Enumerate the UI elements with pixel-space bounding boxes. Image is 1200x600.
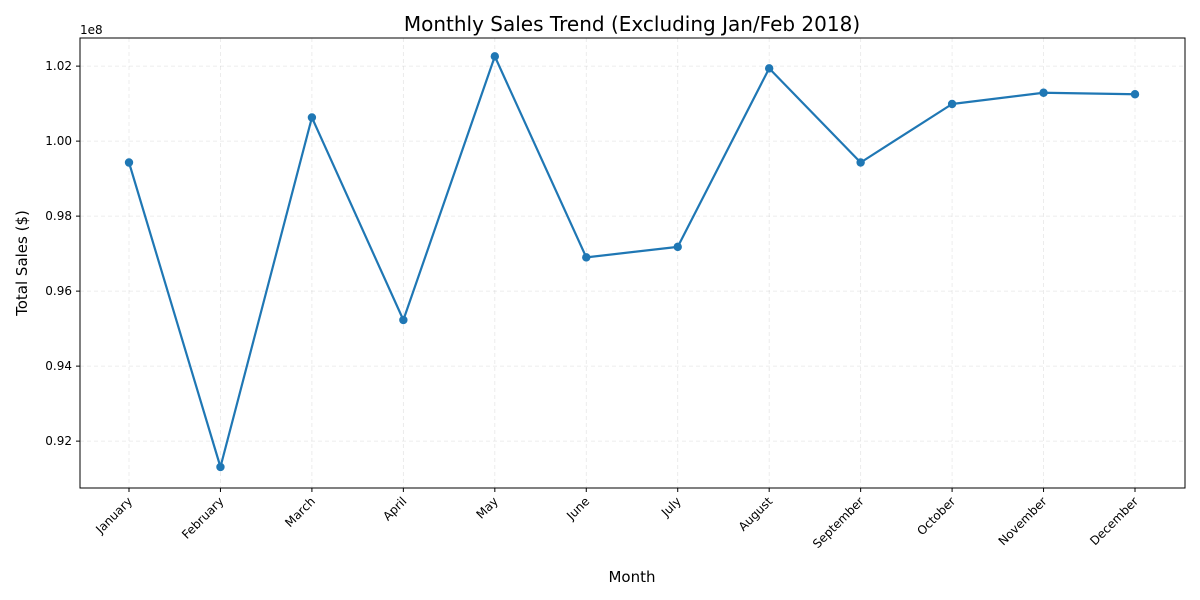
data-point-marker bbox=[124, 158, 134, 167]
x-tick-label: May bbox=[473, 494, 500, 521]
y-tick-label: 0.92 bbox=[45, 434, 72, 448]
x-tick-label: June bbox=[563, 494, 592, 523]
chart-title: Monthly Sales Trend (Excluding Jan/Feb 2… bbox=[404, 12, 860, 36]
y-tick-label: 1.02 bbox=[45, 59, 72, 73]
data-point-marker bbox=[673, 242, 682, 252]
data-point-marker bbox=[1130, 90, 1140, 99]
x-tick-label: November bbox=[996, 494, 1050, 548]
plot-area-frame bbox=[79, 37, 1186, 489]
y-axis-ticks: 0.92 0.94 0.96 0.98 1.00 1.02 bbox=[45, 59, 80, 448]
x-axis-ticks: January February March April May June July Augu… bbox=[92, 488, 1141, 551]
x-tick-label: April bbox=[380, 494, 409, 523]
series-group bbox=[124, 52, 1140, 472]
x-tick-label: December bbox=[1087, 494, 1141, 548]
data-point-marker bbox=[764, 64, 774, 73]
y-axis-offset-label: 1e8 bbox=[80, 23, 103, 37]
x-tick-label: February bbox=[179, 494, 227, 542]
y-tick-label: 0.96 bbox=[45, 284, 72, 298]
x-tick-label: July bbox=[658, 494, 684, 520]
x-tick-label: October bbox=[914, 494, 958, 538]
x-tick-label: March bbox=[282, 494, 318, 530]
data-point-marker bbox=[582, 253, 591, 262]
x-axis-label: Month bbox=[608, 568, 655, 586]
x-tick-label: January bbox=[92, 494, 135, 537]
data-point-marker bbox=[399, 315, 408, 325]
data-point-marker bbox=[490, 52, 500, 61]
x-tick-label: September bbox=[810, 494, 867, 551]
data-point-marker bbox=[1039, 88, 1048, 97]
grid-lines bbox=[80, 38, 1185, 488]
data-point-marker bbox=[216, 462, 225, 472]
y-axis-label: Total Sales ($) bbox=[13, 210, 31, 317]
data-point-marker bbox=[307, 113, 317, 122]
y-tick-label: 0.94 bbox=[45, 359, 72, 373]
y-tick-label: 1.00 bbox=[45, 134, 72, 148]
x-tick-label: August bbox=[736, 494, 776, 534]
y-tick-label: 0.98 bbox=[45, 209, 72, 223]
series-line bbox=[127, 55, 1136, 469]
data-point-marker bbox=[947, 99, 957, 109]
data-point-marker bbox=[856, 158, 865, 167]
